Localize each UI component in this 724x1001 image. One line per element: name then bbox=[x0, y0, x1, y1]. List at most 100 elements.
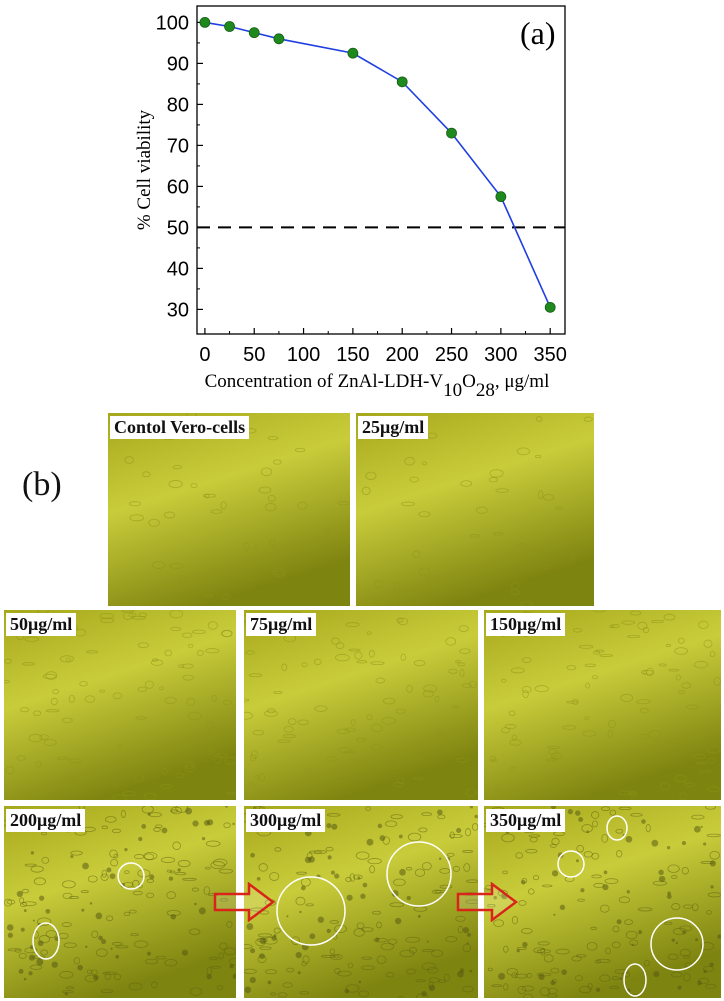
cell-shape bbox=[204, 493, 210, 499]
cell-shape bbox=[368, 649, 375, 658]
cell-shape bbox=[113, 973, 122, 981]
cell-shape bbox=[369, 865, 375, 874]
cell-shape bbox=[705, 806, 716, 810]
cell-shape bbox=[187, 711, 202, 721]
cell-shape bbox=[41, 856, 50, 864]
cell-shape bbox=[618, 896, 630, 904]
cell-shape bbox=[175, 772, 184, 779]
cell-shape bbox=[510, 667, 525, 674]
cell-shape bbox=[648, 730, 662, 739]
cell-shape bbox=[244, 698, 250, 702]
cell-shape bbox=[313, 658, 322, 666]
y-tick-label: 100 bbox=[156, 12, 189, 34]
cell-shape bbox=[599, 904, 610, 913]
cell-shape bbox=[455, 915, 466, 922]
cell-shape bbox=[218, 952, 224, 960]
cell-shape bbox=[465, 828, 472, 837]
cell-shape bbox=[546, 745, 561, 749]
cell-shape bbox=[301, 961, 308, 967]
cell-shape bbox=[461, 683, 473, 688]
cell-shape bbox=[664, 921, 673, 926]
debris-dot bbox=[551, 870, 559, 877]
cell-shape bbox=[248, 673, 263, 678]
arrow-right-icon bbox=[213, 882, 275, 922]
cell-shape bbox=[431, 949, 444, 958]
cell-shape bbox=[463, 863, 471, 872]
debris-dot bbox=[658, 869, 664, 876]
cell-shape bbox=[381, 717, 397, 725]
debris-dot bbox=[586, 830, 590, 834]
debris-dot bbox=[101, 939, 107, 945]
cell-shape bbox=[644, 960, 650, 967]
cell-shape bbox=[300, 877, 311, 887]
cell-shape bbox=[490, 758, 498, 762]
debris-dot bbox=[391, 890, 399, 897]
debris-dot bbox=[358, 980, 362, 984]
debris-dot bbox=[37, 940, 44, 947]
cell-shape bbox=[101, 825, 109, 830]
cell-shape bbox=[501, 833, 515, 843]
debris-dot bbox=[469, 969, 473, 973]
cell-shape bbox=[104, 972, 111, 981]
cell-shape bbox=[625, 930, 638, 940]
cell-shape bbox=[251, 750, 259, 759]
debris-dot bbox=[522, 941, 528, 948]
cell-shape bbox=[141, 806, 154, 814]
cell-shape bbox=[361, 965, 376, 971]
cell-shape bbox=[678, 690, 686, 695]
debris-dot bbox=[259, 937, 267, 945]
cell-shape bbox=[559, 778, 572, 787]
debris-dot bbox=[362, 882, 368, 888]
debris-dot bbox=[273, 934, 277, 937]
cell-shape bbox=[521, 685, 532, 694]
cell-shape bbox=[204, 747, 215, 755]
cell-shape bbox=[445, 935, 458, 943]
x-tick-label: 0 bbox=[199, 344, 210, 366]
highlight-circle bbox=[276, 876, 346, 946]
debris-dot bbox=[39, 895, 45, 901]
cell-shape bbox=[90, 969, 98, 975]
cell-shape bbox=[457, 662, 466, 667]
cell-shape bbox=[273, 690, 283, 695]
debris-dot bbox=[309, 933, 316, 940]
data-point bbox=[199, 16, 211, 28]
cell-shape bbox=[385, 820, 398, 828]
cell-shape bbox=[79, 681, 88, 687]
cell-shape bbox=[222, 594, 230, 601]
cell-shape bbox=[511, 972, 518, 979]
cell-shape bbox=[65, 657, 72, 662]
cell-shape bbox=[705, 983, 717, 989]
cell-shape bbox=[274, 847, 282, 852]
cell-shape bbox=[495, 488, 510, 493]
cell-shape bbox=[61, 717, 73, 723]
debris-dot bbox=[559, 904, 566, 911]
cell-shape bbox=[511, 734, 517, 741]
cell-shape bbox=[287, 718, 297, 725]
debris-dot bbox=[20, 927, 25, 932]
cell-shape bbox=[455, 757, 470, 763]
cell-shape bbox=[593, 650, 601, 655]
x-tick-label: 50 bbox=[243, 344, 265, 366]
cell-shape bbox=[219, 898, 229, 902]
cell-shape bbox=[129, 514, 144, 522]
cell-shape bbox=[131, 615, 146, 620]
cell-shape bbox=[665, 643, 672, 648]
debris-dot bbox=[700, 825, 703, 828]
micrograph-background bbox=[244, 806, 478, 998]
debris-dot bbox=[297, 971, 301, 975]
cell-shape bbox=[566, 700, 579, 704]
cell-shape bbox=[63, 942, 77, 949]
cell-shape bbox=[637, 907, 653, 912]
cell-shape bbox=[582, 730, 597, 737]
debris-dot bbox=[658, 875, 666, 883]
cell-shape bbox=[395, 708, 406, 714]
cell-shape bbox=[709, 651, 716, 658]
cell-shape bbox=[326, 813, 341, 817]
debris-dot bbox=[602, 884, 609, 891]
debris-dot bbox=[6, 924, 14, 931]
cell-shape bbox=[566, 665, 577, 671]
debris-dot bbox=[437, 809, 443, 816]
debris-dot bbox=[638, 930, 643, 935]
cell-shape bbox=[95, 948, 108, 957]
cell-shape bbox=[273, 459, 282, 465]
